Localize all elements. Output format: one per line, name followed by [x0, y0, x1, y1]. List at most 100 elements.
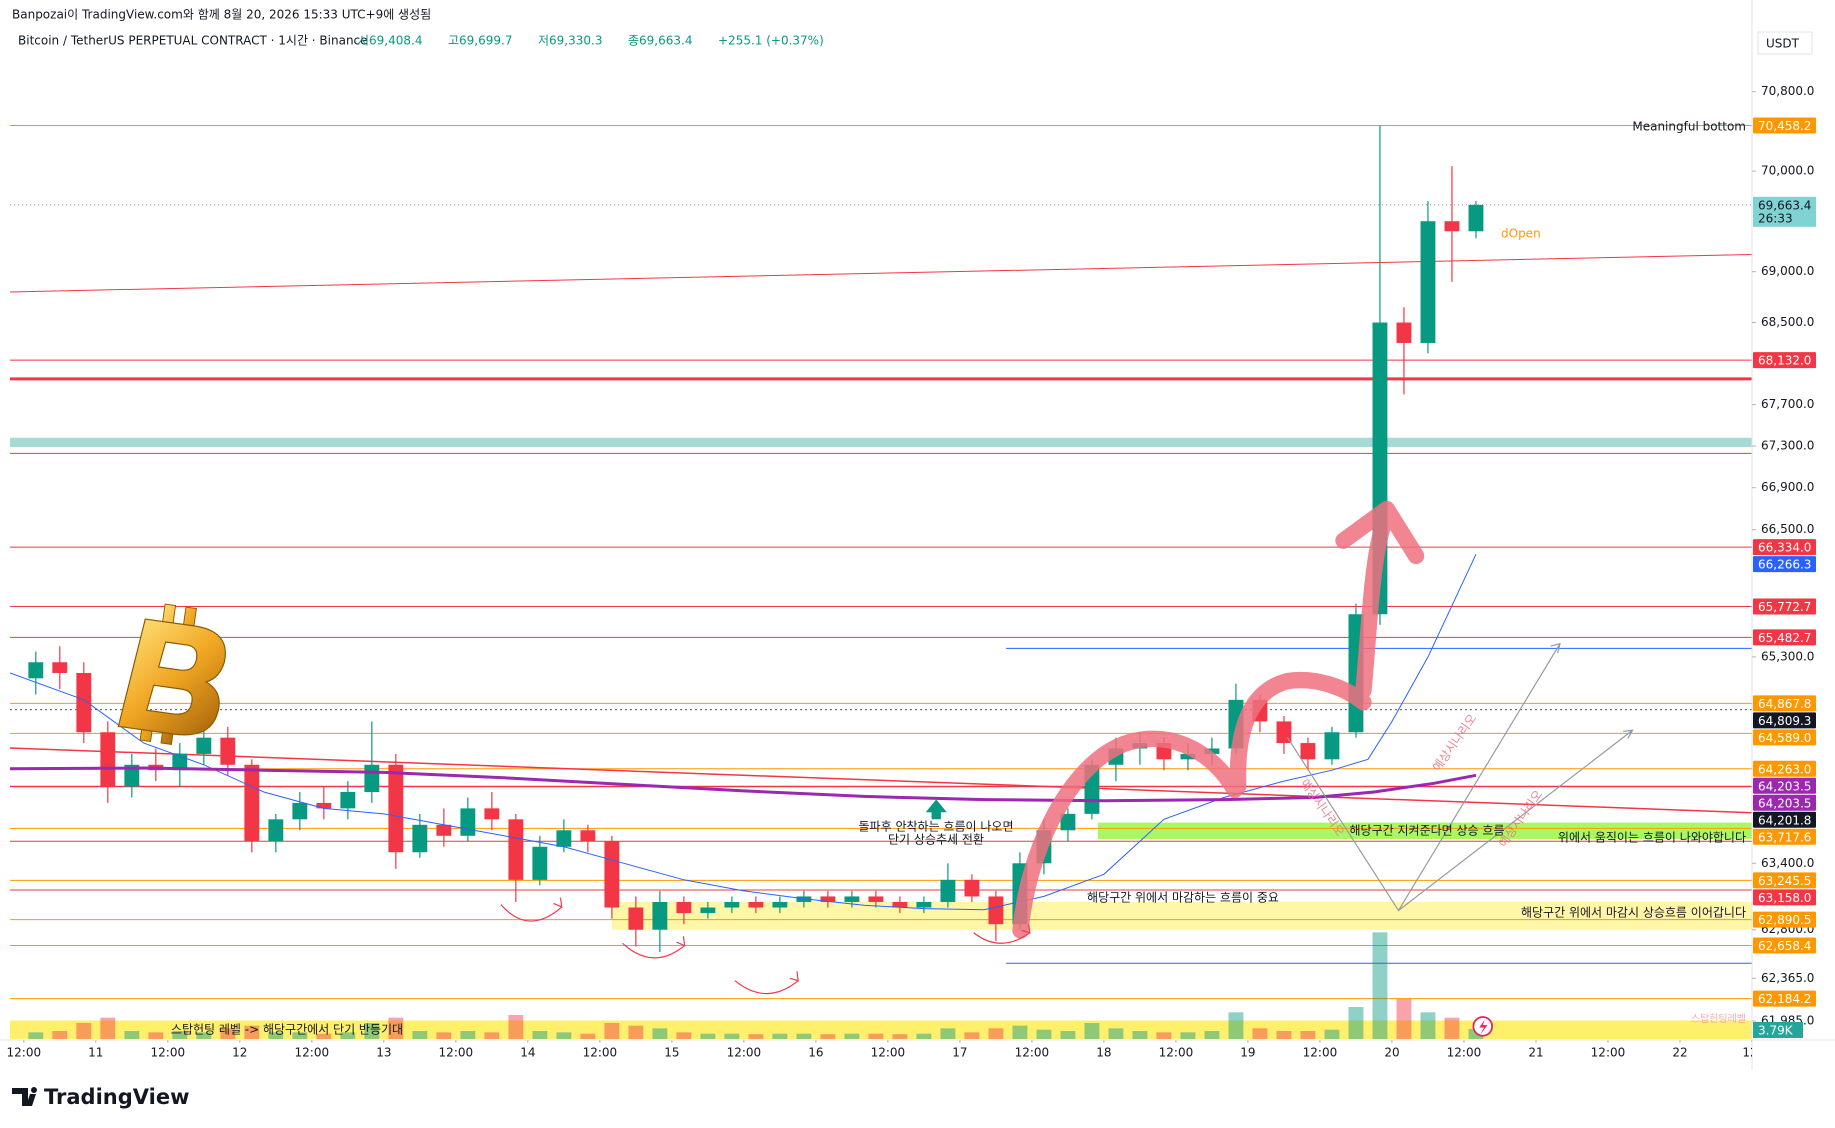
- candle-body: [772, 901, 788, 908]
- x-tick-label: 12:00: [7, 1046, 42, 1060]
- candle-body: [1180, 753, 1196, 760]
- candle-body: [28, 662, 44, 679]
- open: 시69,408.4: [358, 34, 422, 48]
- drawings: [117, 500, 1634, 1037]
- candle-body: [244, 764, 260, 842]
- price-label-box: [1753, 990, 1816, 1007]
- change: +255.1 (+0.37%): [718, 34, 824, 48]
- volume-bar: [484, 1032, 500, 1039]
- volume: [28, 932, 1484, 1039]
- price-label-box: [1753, 729, 1816, 746]
- volume-bar: [796, 1033, 812, 1039]
- volume-bar: [1420, 1012, 1436, 1039]
- volume-bar: [628, 1025, 644, 1039]
- volume-bar: [1204, 1031, 1220, 1039]
- candle-body: [268, 819, 284, 842]
- symbol-line: Bitcoin / TetherUS PERPETUAL CONTRACT · …: [18, 34, 824, 48]
- x-axis: 12:00 11 12:00 12 12:00 13 12:00 14 12:00 15 12:00…: [7, 1040, 1752, 1060]
- price-label-box: [1753, 695, 1816, 712]
- candle-body: [1420, 221, 1436, 343]
- levels: [10, 125, 1752, 1000]
- price-label-box: [1753, 539, 1816, 556]
- price-label: 65,772.7: [1758, 600, 1811, 614]
- candle-body: [1300, 743, 1316, 760]
- volume-bar: [388, 1017, 404, 1039]
- price-label-box: [1753, 629, 1816, 646]
- price-label-box: [1753, 937, 1816, 954]
- candle-body: [580, 830, 596, 842]
- candle-body: [676, 901, 692, 914]
- candle-body: [748, 901, 764, 908]
- candle-body: [484, 808, 500, 820]
- candle-body: [796, 896, 812, 902]
- volume-bar: [1012, 1025, 1028, 1039]
- volume-bar: [1180, 1032, 1196, 1039]
- price-label-box: [1753, 828, 1816, 845]
- candle-body: [1060, 813, 1076, 831]
- price-label-box: [1753, 872, 1816, 889]
- y-tick-label: 67,300.0: [1761, 439, 1814, 453]
- candle-body: [220, 737, 236, 765]
- volume-bar: [508, 1015, 524, 1039]
- price-label: 64,263.0: [1758, 762, 1811, 776]
- projection-lines: [1286, 642, 1634, 912]
- y-tick-label: 62,365.0: [1761, 971, 1814, 985]
- price-label: 64,201.8: [1758, 813, 1811, 827]
- volume-bar: [1372, 932, 1388, 1039]
- x-tick-label: 12:00: [871, 1046, 906, 1060]
- candle-body: [988, 896, 1004, 925]
- price-label: 64,589.0: [1758, 731, 1811, 745]
- candle-body: [892, 901, 908, 908]
- volume-bar: [988, 1028, 1004, 1039]
- x-tick-label: 15: [664, 1046, 679, 1060]
- price-label-box: [1753, 911, 1816, 928]
- price-label-box: [1753, 811, 1816, 828]
- y-tick-label: 69,000.0: [1761, 264, 1814, 278]
- price-label: 62,184.2: [1758, 992, 1811, 1006]
- price-label-box: [1753, 712, 1816, 729]
- x-tick-label: 14: [520, 1046, 535, 1060]
- price-label: 68,132.0: [1758, 354, 1811, 368]
- price-label-box: [1753, 117, 1816, 134]
- x-tick-label: 12:00: [295, 1046, 330, 1060]
- volume-bar: [1444, 1017, 1460, 1039]
- candle-body: [844, 896, 860, 902]
- x-tick-label: 19: [1240, 1046, 1255, 1060]
- volume-bar: [580, 1033, 596, 1039]
- volume-bar: [916, 1033, 932, 1039]
- x-tick-label: 16: [808, 1046, 823, 1060]
- y-tick-label: 70,800.0: [1761, 84, 1814, 98]
- y-tick-label: 65,300.0: [1761, 649, 1814, 663]
- candle-body: [436, 824, 452, 836]
- volume-bar: [892, 1034, 908, 1039]
- volume-bar: [748, 1034, 764, 1039]
- currency: USDT: [1766, 37, 1800, 51]
- symbol: Bitcoin / TetherUS PERPETUAL CONTRACT · …: [18, 34, 368, 48]
- price-label-box: [1753, 760, 1816, 777]
- candle-body: [1324, 732, 1340, 760]
- volume-bar: [1324, 1029, 1340, 1039]
- x-tick-label: 12:00: [1591, 1046, 1626, 1060]
- x-tick-label: 12:00: [1447, 1046, 1482, 1060]
- candle-body: [316, 802, 332, 809]
- price-label: 64,867.8: [1758, 697, 1811, 711]
- volume-bar: [1300, 1031, 1316, 1039]
- current-price-box: [1753, 196, 1816, 227]
- candle-body: [340, 791, 356, 809]
- candle-body: [100, 732, 116, 787]
- x-tick-label: 12:00: [1303, 1046, 1338, 1060]
- x-tick-label: 12:00: [727, 1046, 762, 1060]
- zone: [1097, 822, 1752, 840]
- candle-body: [700, 907, 716, 914]
- volume-bar: [1228, 1012, 1244, 1039]
- candle-body: [124, 764, 140, 787]
- volume-bar: [964, 1032, 980, 1039]
- candle-body: [916, 901, 932, 908]
- annotation: 스탑헌팅 레벨 -> 해당구간에서 단기 반등기대: [171, 1023, 403, 1037]
- annotation: 위에서 움직이는 흐름이 나와야합니다: [1558, 831, 1746, 845]
- candle-body: [820, 896, 836, 902]
- x-tick-label: 12:00: [1015, 1046, 1050, 1060]
- candle-body: [964, 879, 980, 897]
- candle-body: [1444, 221, 1460, 232]
